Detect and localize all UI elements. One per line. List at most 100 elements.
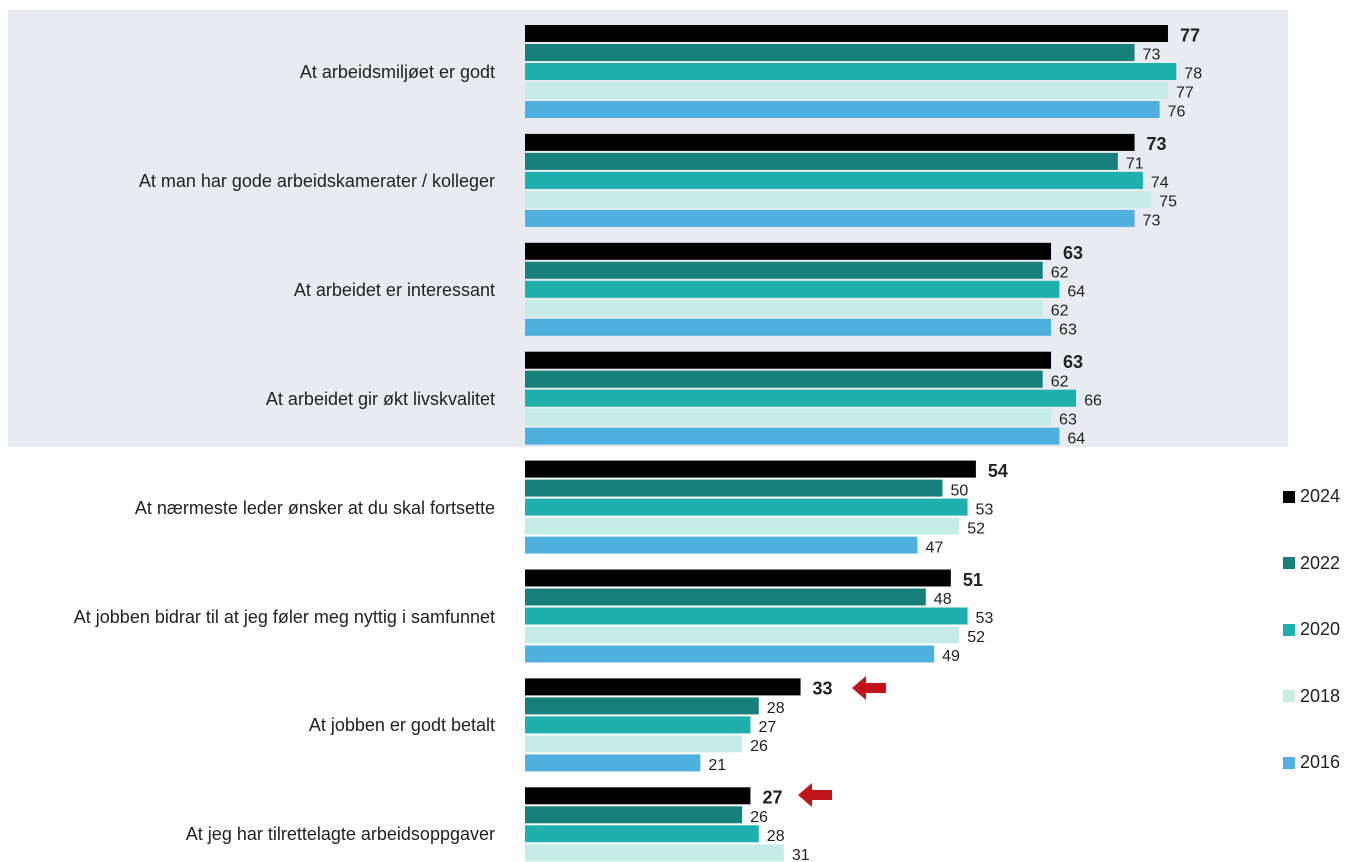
value-label: 21 xyxy=(708,757,726,774)
category-label: At jobben bidrar til at jeg føler meg ny… xyxy=(73,606,495,627)
category-label: At man har gode arbeidskamerater / kolle… xyxy=(138,170,495,191)
value-label: 63 xyxy=(1063,352,1083,372)
bar xyxy=(525,82,1168,99)
bar xyxy=(525,370,1043,388)
bar xyxy=(525,427,1060,445)
value-label: 63 xyxy=(1059,322,1077,339)
value-label: 53 xyxy=(976,610,994,627)
value-label: 33 xyxy=(813,679,833,699)
category-label: At arbeidet gir økt livskvalitet xyxy=(265,388,495,409)
value-label: 62 xyxy=(1051,373,1069,390)
legend-item: 2022 xyxy=(1283,553,1340,574)
value-label: 71 xyxy=(1126,156,1144,173)
value-label: 52 xyxy=(967,629,985,646)
bar xyxy=(525,280,1060,298)
bar xyxy=(525,588,926,606)
bar xyxy=(525,569,951,587)
value-label: 66 xyxy=(1084,392,1102,409)
category-label: At arbeidet er interessant xyxy=(293,279,495,300)
value-label: 47 xyxy=(925,539,943,556)
value-label: 26 xyxy=(750,738,768,755)
value-label: 27 xyxy=(762,788,782,808)
legend-swatch xyxy=(1283,756,1295,769)
bar xyxy=(525,209,1135,227)
legend-swatch xyxy=(1283,490,1295,503)
bar xyxy=(525,389,1077,407)
bar xyxy=(525,460,976,478)
bar xyxy=(525,261,1043,279)
value-label: 54 xyxy=(988,461,1008,481)
value-label: 50 xyxy=(951,482,969,499)
value-label: 48 xyxy=(934,591,952,608)
arrow xyxy=(798,783,832,807)
arrow xyxy=(852,676,886,700)
value-label: 77 xyxy=(1176,85,1194,102)
value-label: 74 xyxy=(1151,175,1169,192)
category-label: At arbeidsmiljøet er godt xyxy=(299,62,495,82)
bar xyxy=(525,536,918,554)
bar xyxy=(525,242,1052,260)
bar xyxy=(525,645,935,663)
bar xyxy=(525,351,1052,369)
value-label: 76 xyxy=(1168,104,1186,121)
bar xyxy=(525,133,1135,151)
value-label: 27 xyxy=(758,719,776,736)
legend-item: 2024 xyxy=(1283,486,1340,507)
bar xyxy=(525,806,743,824)
legend-item: 2018 xyxy=(1283,686,1340,707)
bar xyxy=(525,825,759,843)
value-label: 62 xyxy=(1051,265,1069,282)
legend-label: 2016 xyxy=(1300,752,1341,772)
value-label: 28 xyxy=(767,828,785,845)
value-label: 73 xyxy=(1143,213,1161,230)
value-label: 26 xyxy=(750,809,768,826)
bar xyxy=(525,190,1152,208)
value-label: 49 xyxy=(942,648,960,665)
legend-label: 2022 xyxy=(1300,552,1341,573)
value-label: 77 xyxy=(1180,25,1200,45)
bar xyxy=(525,171,1143,189)
value-label: 73 xyxy=(1147,134,1167,154)
bar xyxy=(525,479,943,497)
value-label: 63 xyxy=(1059,411,1077,428)
bar xyxy=(525,25,1168,42)
legend-swatch xyxy=(1283,690,1295,702)
legend-item: 2020 xyxy=(1283,619,1340,640)
value-label: 63 xyxy=(1063,243,1083,263)
bar xyxy=(525,517,960,535)
legend-label: 2018 xyxy=(1300,685,1341,706)
value-label: 75 xyxy=(1159,194,1177,211)
bar xyxy=(525,754,701,772)
bar xyxy=(525,408,1052,426)
category-label: At nærmeste leder ønsker at du skal fort… xyxy=(134,497,495,518)
category-label: At jeg har tilrettelagte arbeidsoppgaver xyxy=(185,824,495,845)
value-label: 51 xyxy=(963,570,983,590)
bar xyxy=(525,735,743,753)
value-label: 28 xyxy=(767,700,785,717)
legend-item: 2016 xyxy=(1283,752,1340,773)
bar xyxy=(525,716,751,734)
value-label: 53 xyxy=(976,501,994,518)
bar xyxy=(525,498,968,516)
bar xyxy=(525,63,1177,80)
value-label: 62 xyxy=(1051,303,1069,320)
bar xyxy=(525,101,1160,118)
bar xyxy=(525,626,960,644)
legend-swatch xyxy=(1283,557,1295,569)
bar xyxy=(525,844,784,862)
bar xyxy=(525,678,801,696)
bar xyxy=(525,299,1043,317)
bar xyxy=(525,607,968,625)
legend-label: 2024 xyxy=(1300,486,1341,506)
bar xyxy=(525,318,1052,336)
value-label: 52 xyxy=(967,520,985,537)
bar xyxy=(525,697,759,715)
legend-label: 2020 xyxy=(1300,619,1341,639)
bar xyxy=(525,152,1118,170)
legend-swatch xyxy=(1283,623,1295,636)
value-label: 73 xyxy=(1143,47,1161,64)
category-label: At jobben er godt betalt xyxy=(308,715,495,736)
value-label: 78 xyxy=(1184,66,1202,83)
bar xyxy=(525,787,751,805)
